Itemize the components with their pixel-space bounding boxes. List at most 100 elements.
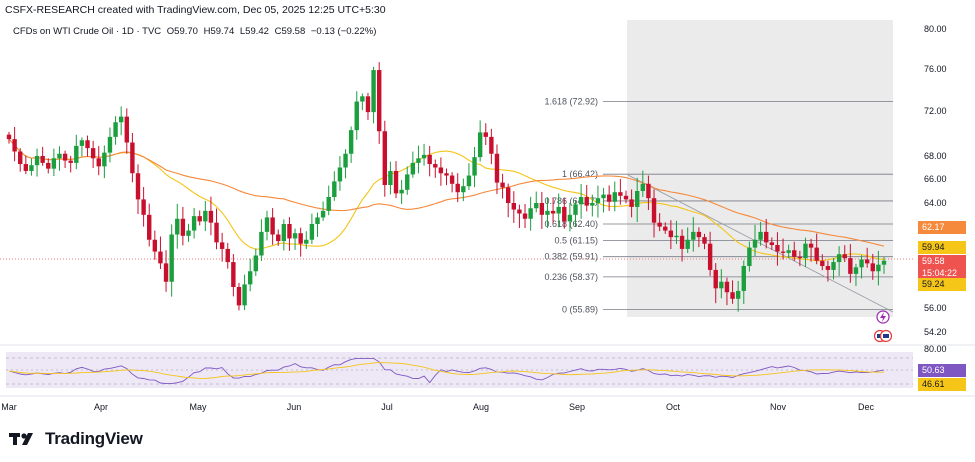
candle-body	[466, 175, 472, 187]
fib-level-label: 1.618 (72.92)	[544, 96, 598, 106]
candle-body	[332, 181, 337, 197]
rsi-value-tag: 50.63	[918, 364, 966, 377]
candle-body	[730, 292, 735, 299]
candle-body	[74, 145, 79, 163]
candle-body	[292, 233, 298, 239]
candle-body	[455, 183, 460, 193]
candle-body	[489, 136, 494, 154]
close-value: C59.58	[274, 26, 306, 37]
candle-body	[438, 167, 444, 174]
candle-body	[421, 154, 427, 159]
fib-level-label: 0.618 (62.40)	[544, 219, 598, 229]
candle-body	[46, 162, 51, 169]
candle-body	[483, 132, 488, 137]
y-axis-tick-label: 72.00	[924, 106, 947, 116]
candle-body	[276, 234, 281, 242]
tradingview-logo[interactable]: TradingView	[9, 429, 143, 449]
candle-body	[702, 237, 707, 244]
candle-body	[427, 154, 432, 165]
candle-body	[410, 162, 416, 175]
candle-body	[393, 170, 399, 194]
open-value: O59.70	[166, 26, 198, 37]
candle-body	[477, 132, 483, 158]
candle-body	[663, 226, 668, 231]
candle-body	[870, 263, 875, 272]
candle-body	[646, 183, 651, 199]
candle-body	[214, 222, 219, 243]
candle-body	[679, 235, 685, 249]
candle-body	[562, 206, 567, 222]
candle-body	[528, 208, 533, 219]
candle-body	[500, 182, 505, 188]
candle-body	[309, 224, 315, 240]
symbol-name[interactable]: CFDs on WTI Crude Oil · 1D · TVC	[13, 26, 162, 37]
candle-body	[158, 251, 163, 264]
x-axis-tick-label: Apr	[94, 402, 108, 412]
candle-body	[831, 262, 836, 270]
candle-body	[864, 259, 870, 264]
candle-body	[354, 101, 359, 131]
candle-body	[567, 214, 573, 222]
candle-body	[747, 247, 752, 266]
candle-body	[511, 203, 517, 210]
candle-body	[270, 217, 275, 235]
candle-body	[444, 173, 449, 176]
candle-body	[62, 153, 68, 161]
candle-body	[287, 224, 292, 239]
candle-body	[236, 287, 242, 306]
candle-body	[842, 254, 847, 259]
candle-body	[79, 140, 85, 146]
candle-body	[107, 136, 113, 153]
fib-shaded-region	[627, 20, 893, 317]
candle-body	[556, 206, 561, 214]
candle-body	[724, 281, 730, 293]
fib-level-label: 0.786 (64.17)	[544, 196, 598, 206]
candle-body	[803, 243, 808, 259]
candle-body	[797, 256, 803, 259]
candle-body	[23, 164, 29, 171]
candle-body	[360, 96, 365, 102]
candle-body	[118, 116, 124, 123]
candle-body	[449, 175, 455, 184]
change-value: −0.13 (−0.22%)	[310, 26, 377, 37]
y-axis-tick-label: 64.00	[924, 198, 947, 208]
candle-body	[203, 210, 208, 222]
candle-body	[102, 152, 107, 167]
tradingview-logo-icon	[9, 433, 33, 445]
low-value: L59.42	[239, 26, 269, 37]
candle-body	[382, 131, 388, 185]
candle-body	[405, 174, 410, 190]
x-axis-tick-label: Mar	[1, 402, 17, 412]
candle-body	[623, 195, 629, 200]
candle-body	[696, 231, 702, 238]
candle-body	[247, 271, 253, 285]
candle-body	[259, 231, 264, 256]
candle-body	[175, 218, 180, 235]
y-axis-tick-label: 66.00	[924, 174, 947, 184]
x-axis-tick-label: Jun	[287, 402, 302, 412]
x-axis-tick-label: Oct	[666, 402, 681, 412]
candle-body	[298, 233, 303, 244]
y-axis-tick-label: 54.20	[924, 327, 947, 337]
fib-level-label: 1 (66.42)	[562, 169, 598, 179]
candle-body	[433, 164, 438, 168]
candle-body	[494, 153, 500, 183]
x-axis-tick-label: Sep	[569, 402, 585, 412]
candle-body	[147, 214, 152, 240]
tradingview-wordmark: TradingView	[45, 429, 143, 448]
ma-fast-line	[8, 138, 885, 262]
candle-body	[472, 157, 477, 176]
candle-body	[517, 209, 522, 214]
last-price-tag: 59.58	[918, 255, 966, 268]
candle-body	[522, 213, 528, 219]
candle-body	[848, 258, 853, 274]
candle-body	[315, 217, 320, 224]
candle-body	[388, 170, 393, 185]
candle-body	[539, 203, 545, 215]
candle-body	[242, 284, 247, 306]
candle-body	[825, 266, 831, 270]
candle-body	[343, 153, 348, 168]
candle-body	[225, 248, 230, 263]
candle-body	[253, 255, 258, 272]
